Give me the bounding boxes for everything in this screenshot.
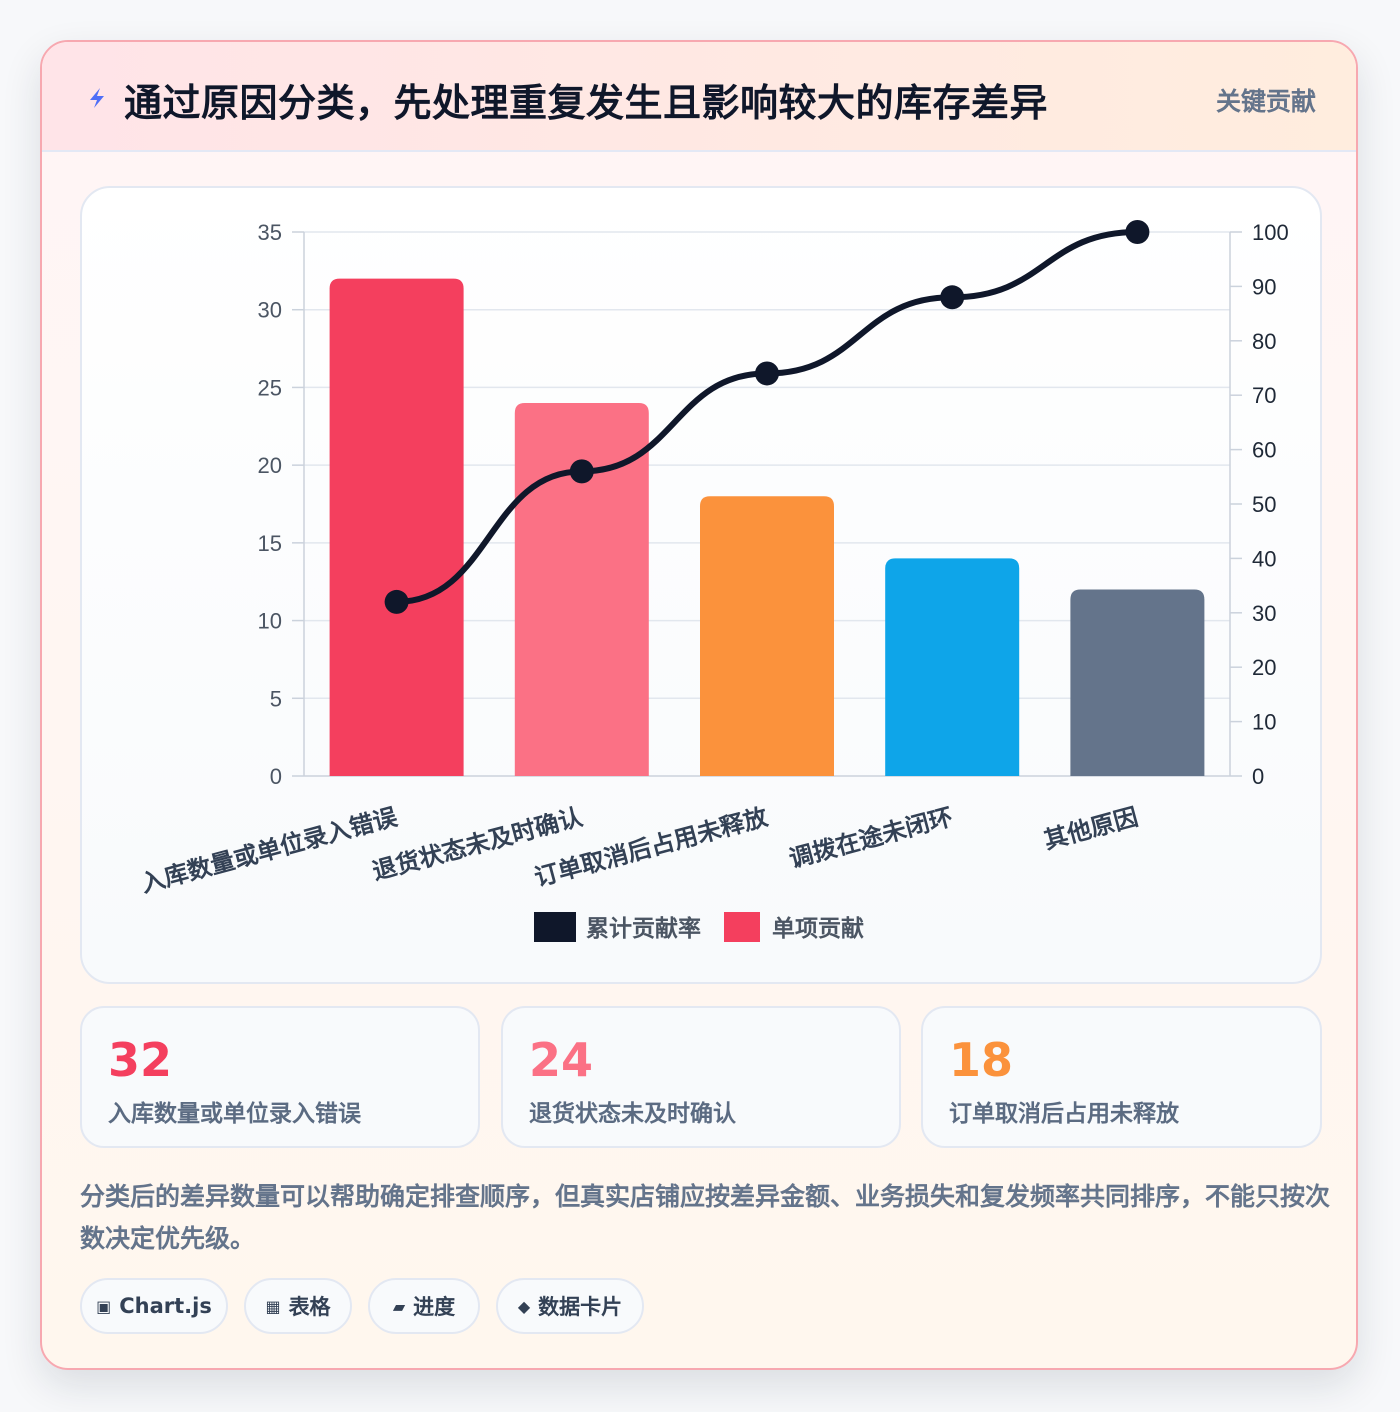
chart-panel: 0 5 10 15 20 25 30 35 0 10 20 30 40 50 60 70 80 90 100 入库数量… (80, 186, 1322, 984)
legend-label-single: 单项贡献 (772, 916, 864, 942)
tag-label: 进度 (413, 1295, 456, 1319)
tag-progress[interactable]: ▰ 进度 (368, 1278, 480, 1334)
y2-tick-label: 50 (1252, 492, 1276, 517)
stat-label-1: 入库数量或单位录入错误 (108, 1101, 361, 1127)
y-tick-label: 0 (270, 764, 282, 789)
tag-label: Chart.js (119, 1294, 212, 1318)
table-icon: ▦ (265, 1296, 281, 1316)
cumulative-point-2 (569, 459, 594, 484)
card-icon: ◆ (517, 1296, 531, 1316)
legend-swatch-cumulative (534, 912, 576, 942)
y2-tick-label: 80 (1252, 329, 1276, 354)
page-title: 通过原因分类，先处理重复发生且影响较大的库存差异 (124, 81, 1049, 125)
card-header: 通过原因分类，先处理重复发生且影响较大的库存差异 关键贡献 (42, 42, 1356, 152)
stat-value-1: 32 (108, 1033, 173, 1087)
y-tick-label: 5 (270, 686, 282, 711)
y-tick-label: 25 (258, 375, 282, 400)
cumulative-point-4 (940, 285, 965, 310)
x-tick-label: 入库数量或单位录入错误 (138, 802, 401, 898)
cumulative-point-3 (755, 361, 779, 386)
pareto-chart: 0 5 10 15 20 25 30 35 0 10 20 30 40 50 60 70 80 90 100 入库数量… (138, 220, 1289, 942)
x-tick-label: 调拨在途未闭环 (786, 803, 956, 874)
stat-value-2: 24 (529, 1033, 594, 1087)
legend-label-cumulative: 累计贡献率 (586, 915, 701, 942)
key-contribution-badge: 关键贡献 (1215, 87, 1316, 116)
y2-tick-label: 30 (1252, 601, 1276, 626)
progress-icon: ▰ (392, 1296, 406, 1316)
y2-tick-label: 60 (1252, 438, 1276, 463)
tag-table[interactable]: ▦ 表格 (244, 1278, 352, 1334)
y-tick-label: 30 (258, 298, 282, 323)
cumulative-point-1 (384, 589, 409, 614)
y2-tick-label: 0 (1252, 764, 1264, 789)
bar-5 (1070, 589, 1205, 776)
report-card: 通过原因分类，先处理重复发生且影响较大的库存差异 关键贡献 0 5 10 15 20 25… (40, 40, 1358, 1370)
stat-value-3: 18 (949, 1033, 1014, 1087)
analysis-note: 分类后的差异数量可以帮助确定排查顺序，但真实店铺应按差异金额、业务损失和复发频率… (80, 1182, 1331, 1253)
stat-card-3: 18 订单取消后占用未释放 (921, 1006, 1322, 1148)
y-tick-label: 20 (258, 453, 282, 478)
y2-tick-label: 100 (1252, 220, 1289, 245)
y2-tick-label: 70 (1252, 383, 1276, 408)
stat-card-1: 32 入库数量或单位录入错误 (80, 1006, 480, 1148)
bar-4 (885, 558, 1020, 776)
stat-label-2: 退货状态未及时确认 (529, 1101, 736, 1127)
bar-2 (514, 402, 649, 776)
y2-tick-label: 10 (1252, 710, 1276, 735)
tag-data-card[interactable]: ◆ 数据卡片 (496, 1278, 644, 1334)
stat-label-3: 订单取消后占用未释放 (949, 1101, 1179, 1127)
y-tick-label: 10 (258, 609, 282, 634)
tag-chartjs[interactable]: ▣ Chart.js (80, 1278, 228, 1334)
y2-tick-label: 40 (1252, 546, 1276, 571)
x-tick-label: 其他原因 (1041, 803, 1141, 855)
lightning-icon (90, 88, 104, 108)
tag-label: 数据卡片 (538, 1295, 623, 1319)
chart-icon: ▣ (96, 1296, 112, 1316)
y-tick-label: 15 (258, 531, 282, 556)
y-tick-label: 35 (258, 220, 282, 245)
tag-label: 表格 (288, 1295, 331, 1319)
bar-1 (329, 278, 464, 776)
stat-card-2: 24 退货状态未及时确认 (501, 1006, 901, 1148)
cumulative-point-5 (1125, 220, 1150, 244)
y2-tick-label: 90 (1252, 274, 1276, 299)
legend-swatch-single (724, 912, 760, 942)
y2-tick-label: 20 (1252, 655, 1276, 680)
bar-3 (700, 496, 834, 776)
